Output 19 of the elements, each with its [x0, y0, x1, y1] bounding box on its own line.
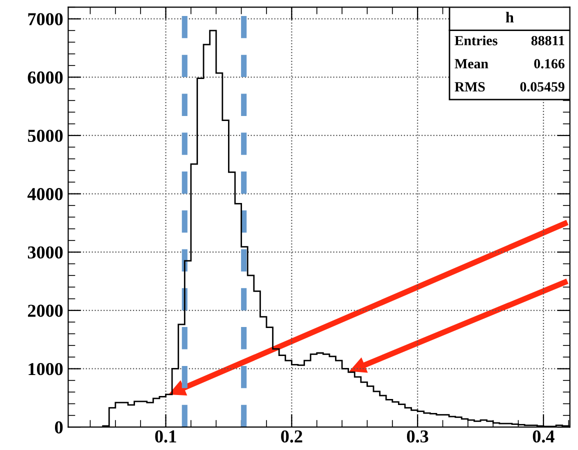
y-tick-label: 3000 [28, 246, 63, 259]
y-tick-label: 2000 [28, 304, 63, 317]
x-tick-label: 0.1 [155, 430, 176, 443]
annotation: 88811 [531, 36, 564, 46]
annotation: Entries [454, 36, 498, 46]
annotation: 0.05459 [520, 82, 564, 92]
y-tick-label: 7000 [28, 13, 63, 26]
y-tick-label: 4000 [27, 188, 63, 200]
annotation: 0.166 [534, 59, 564, 68]
y-tick-label: 1000 [28, 362, 63, 376]
x-tick-label: 0.2 [281, 430, 302, 443]
annotation: Mean [454, 59, 488, 68]
y-tick-label: 6000 [28, 71, 63, 84]
x-tick-label: 0.3 [406, 430, 428, 443]
y-tick-label: 0 [55, 421, 63, 434]
annotation: h [506, 12, 514, 22]
x-tick-label: 0.4 [532, 430, 554, 443]
annotation: RMS [454, 82, 485, 92]
y-tick-label: 5000 [28, 130, 63, 142]
